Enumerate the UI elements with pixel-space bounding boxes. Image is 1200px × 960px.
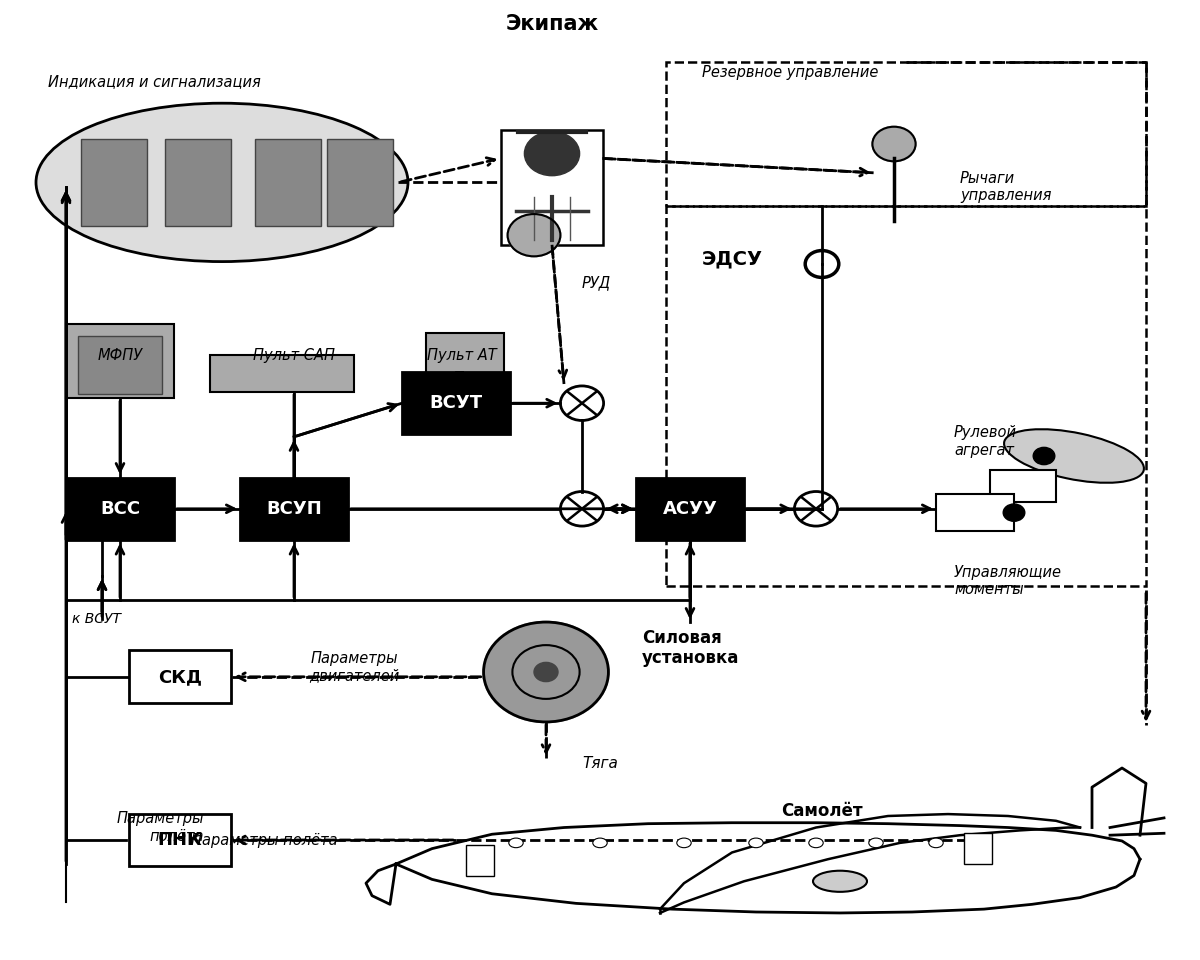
FancyBboxPatch shape [128,651,230,703]
Text: ПНК: ПНК [157,831,203,849]
Circle shape [508,214,560,256]
Ellipse shape [809,838,823,848]
Ellipse shape [749,838,763,848]
Text: Силовая
установка: Силовая установка [642,629,739,667]
Ellipse shape [869,838,883,848]
Text: Пульт АТ: Пульт АТ [427,348,497,363]
Text: Самолёт: Самолёт [781,803,863,820]
FancyBboxPatch shape [502,130,604,245]
Circle shape [872,127,916,161]
Ellipse shape [929,838,943,848]
FancyBboxPatch shape [426,333,504,398]
Text: Резервное управление: Резервное управление [702,64,878,80]
FancyBboxPatch shape [66,478,174,540]
Text: МФПУ: МФПУ [97,348,143,363]
Text: АСУУ: АСУУ [662,500,718,517]
Circle shape [534,662,558,682]
Text: Индикация и сигнализация: Индикация и сигнализация [48,74,260,89]
FancyBboxPatch shape [210,355,354,392]
FancyBboxPatch shape [66,324,174,398]
Text: ВСС: ВСС [100,500,140,517]
Circle shape [484,622,608,722]
Ellipse shape [814,871,866,892]
FancyBboxPatch shape [964,833,992,864]
Text: СКД: СКД [158,668,202,685]
Text: Параметры
двигателей: Параметры двигателей [308,651,400,684]
Text: РУД: РУД [582,276,611,291]
Ellipse shape [677,838,691,848]
Ellipse shape [36,103,408,262]
FancyBboxPatch shape [128,814,230,866]
FancyBboxPatch shape [466,845,494,876]
Ellipse shape [1004,429,1144,483]
Text: Параметры полёта: Параметры полёта [191,832,337,848]
FancyBboxPatch shape [240,478,348,540]
Ellipse shape [509,838,523,848]
Text: ВСУП: ВСУП [266,500,322,517]
Text: Параметры
полёта: Параметры полёта [116,811,204,844]
Text: ЭДСУ: ЭДСУ [702,250,763,269]
FancyBboxPatch shape [990,470,1056,502]
FancyBboxPatch shape [78,336,162,394]
Circle shape [1033,447,1055,465]
FancyBboxPatch shape [326,139,392,226]
Circle shape [524,132,580,176]
FancyBboxPatch shape [636,478,744,540]
Text: Экипаж: Экипаж [505,14,599,34]
FancyBboxPatch shape [256,139,322,226]
Text: Управляющие
моменты: Управляющие моменты [954,564,1062,597]
FancyBboxPatch shape [402,372,510,434]
Ellipse shape [593,838,607,848]
FancyBboxPatch shape [82,139,148,226]
Text: Тяга: Тяга [582,756,618,771]
Circle shape [1003,504,1025,521]
Text: ВСУТ: ВСУТ [430,395,482,412]
Text: Пульт САП: Пульт САП [253,348,335,363]
Text: Рулевой
агрегат: Рулевой агрегат [954,425,1018,458]
FancyBboxPatch shape [166,139,230,226]
FancyBboxPatch shape [936,494,1014,531]
Text: Рычаги
управления: Рычаги управления [960,171,1051,204]
Text: к ВСУТ: к ВСУТ [72,612,121,626]
